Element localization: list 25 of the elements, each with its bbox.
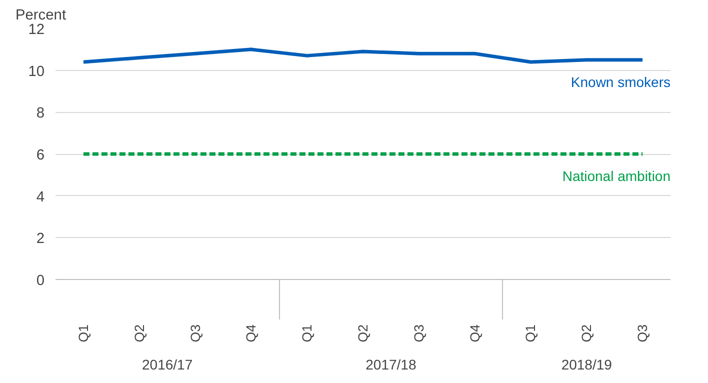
x-tick-label: Q2 xyxy=(356,324,370,342)
y-tick-label: 12 xyxy=(28,22,45,38)
x-tick-label: Q2 xyxy=(132,324,147,342)
x-tick-label: Q1 xyxy=(300,324,315,342)
x-tick-label: Q4 xyxy=(467,324,482,342)
text: 2017/18 xyxy=(366,356,416,372)
series-label: Known smokers xyxy=(570,74,670,90)
x-tick-label: Q1 xyxy=(523,324,538,342)
y-tick-label: 6 xyxy=(36,148,45,164)
x-tick-label: Q2 xyxy=(579,324,594,342)
y-tick-label: 0 xyxy=(36,273,45,289)
line-series xyxy=(82,48,644,64)
y-axis-title: Percent xyxy=(16,8,66,24)
y-tick-label: 10 xyxy=(28,64,45,80)
series-label: National ambition xyxy=(562,168,670,184)
x-tick-label: Q1 xyxy=(76,324,91,342)
text: 2016/17 xyxy=(142,356,193,372)
x-tick-label: Q3 xyxy=(411,324,426,342)
text: 2018/19 xyxy=(561,356,612,372)
x-tick-label: Q4 xyxy=(244,324,259,342)
y-tick-label: 8 xyxy=(36,106,45,122)
y-tick-label: 4 xyxy=(36,189,45,206)
y-tick-label: 2 xyxy=(36,231,45,248)
x-tick-label: Q3 xyxy=(188,324,203,342)
x-tick-label: Q3 xyxy=(635,324,650,342)
